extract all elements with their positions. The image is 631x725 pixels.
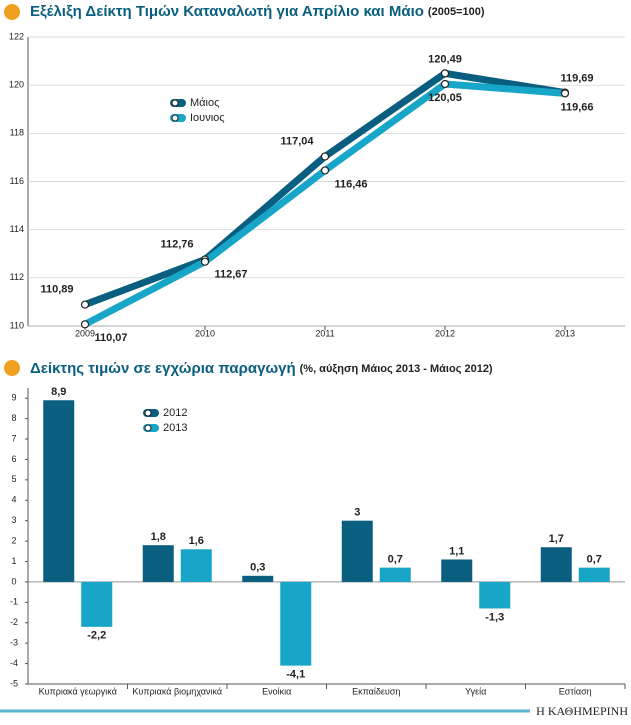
y-tick-label: 6 — [11, 454, 16, 464]
y-tick-label: 118 — [10, 128, 24, 138]
value-label: 110,07 — [94, 332, 127, 344]
y-tick-label: 110 — [10, 320, 24, 330]
bar — [341, 520, 373, 582]
value-label: 116,46 — [334, 178, 367, 190]
bar — [43, 400, 75, 582]
bar — [578, 567, 610, 582]
y-tick-label: 8 — [11, 413, 16, 423]
title-icon — [4, 4, 20, 20]
bar — [142, 545, 174, 582]
line — [83, 69, 566, 308]
point — [320, 152, 330, 161]
point — [200, 257, 210, 266]
y-tick-label: 3 — [11, 515, 16, 525]
legend-dot — [171, 99, 179, 107]
value-label: 112,76 — [160, 238, 193, 250]
bar — [242, 575, 274, 582]
value-label: 0,7 — [587, 554, 602, 566]
point — [80, 300, 90, 309]
y-tick-label: 1 — [11, 556, 16, 566]
value-label: 8,9 — [51, 386, 66, 398]
y-tick-label: 122 — [9, 31, 24, 41]
y-tick-label: -5 — [10, 678, 18, 688]
y-tick-label: -4 — [10, 658, 18, 668]
value-label: 120,05 — [428, 92, 462, 104]
x-tick-label: Εστίαση — [559, 686, 592, 696]
y-tick-label: -3 — [10, 638, 18, 648]
bar — [379, 567, 411, 582]
legend-label: 2012 — [163, 407, 187, 419]
y-tick-label: 112 — [10, 272, 24, 282]
chart-subtitle: (2005=100) — [428, 6, 485, 18]
legend-label: Μάιος — [190, 97, 219, 109]
value-label: 1,8 — [151, 531, 166, 543]
y-tick-label: -1 — [10, 597, 18, 607]
value-label: 1,6 — [189, 535, 204, 547]
bar — [540, 547, 572, 582]
value-label: -2,2 — [87, 630, 106, 642]
value-label: -4,1 — [286, 669, 305, 681]
line — [83, 80, 566, 328]
y-tick-label: 120 — [9, 80, 24, 90]
x-tick-label: Υγεία — [465, 686, 486, 696]
x-tick-label: 2011 — [315, 328, 334, 338]
y-tick-label: 2 — [11, 535, 16, 545]
legend-dot — [171, 114, 179, 122]
y-tick-label: 5 — [11, 474, 16, 484]
y-tick-label: 9 — [11, 393, 16, 403]
value-label: 110,89 — [40, 283, 73, 295]
title-icon — [4, 360, 20, 376]
point — [440, 69, 450, 78]
y-tick-label: 0 — [11, 576, 16, 586]
title-text: Εξέλιξη Δείκτη Τιμών Καταναλωτή για Απρί… — [30, 3, 424, 20]
legend-label: Ιουνιος — [190, 112, 225, 124]
title-text: Δείκτης τιμών σε εγχώρια παραγωγή — [30, 360, 296, 377]
value-label: 120,49 — [428, 53, 462, 65]
value-label: 119,66 — [560, 101, 593, 113]
x-tick-label: Ενοίκια — [262, 686, 291, 696]
value-label: 1,1 — [449, 545, 464, 557]
legend-label: 2013 — [163, 422, 187, 434]
bar — [180, 549, 212, 582]
bar — [441, 559, 473, 582]
value-label: 119,69 — [560, 73, 593, 85]
y-tick-label: 4 — [11, 495, 16, 505]
x-tick-label: Κυπριακά βιομηχανικά — [132, 686, 222, 696]
point — [320, 166, 330, 175]
point — [80, 320, 90, 329]
chart-title: Δείκτης τιμών σε εγχώρια παραγωγή (%, αύξ… — [30, 360, 493, 377]
x-tick-label: 2009 — [75, 328, 95, 338]
value-label: -1,3 — [485, 611, 504, 623]
value-label: 0,3 — [250, 562, 265, 574]
bar — [280, 581, 312, 666]
chart-subtitle: (%, αύξηση Μάιος 2013 - Μάιος 2012) — [300, 363, 493, 375]
y-tick-label: 7 — [11, 433, 16, 443]
value-label: 0,7 — [388, 554, 403, 566]
value-label: 112,67 — [214, 269, 247, 281]
point — [560, 89, 570, 98]
chart-title: Εξέλιξη Δείκτη Τιμών Καταναλωτή για Απρί… — [30, 3, 485, 20]
bar — [81, 581, 113, 627]
y-tick-label: -2 — [10, 617, 18, 627]
value-label: 117,04 — [280, 135, 314, 147]
value-label: 3 — [354, 507, 360, 519]
point — [440, 79, 450, 89]
x-tick-label: 2010 — [195, 328, 215, 338]
x-tick-label: 2012 — [435, 328, 455, 338]
x-tick-label: 2013 — [555, 328, 575, 338]
bar — [479, 581, 511, 609]
value-label: 1,7 — [549, 533, 564, 545]
legend-dot — [144, 424, 152, 432]
y-tick-label: 116 — [10, 176, 24, 186]
y-tick-label: 114 — [10, 224, 24, 234]
x-tick-label: Κυπριακά γεωργικά — [39, 686, 117, 696]
footer: Η ΚΑΘΗΜΕΡΙΝΗ — [536, 704, 628, 718]
legend-dot — [144, 409, 152, 417]
x-tick-label: Εκπαίδευση — [352, 686, 400, 696]
